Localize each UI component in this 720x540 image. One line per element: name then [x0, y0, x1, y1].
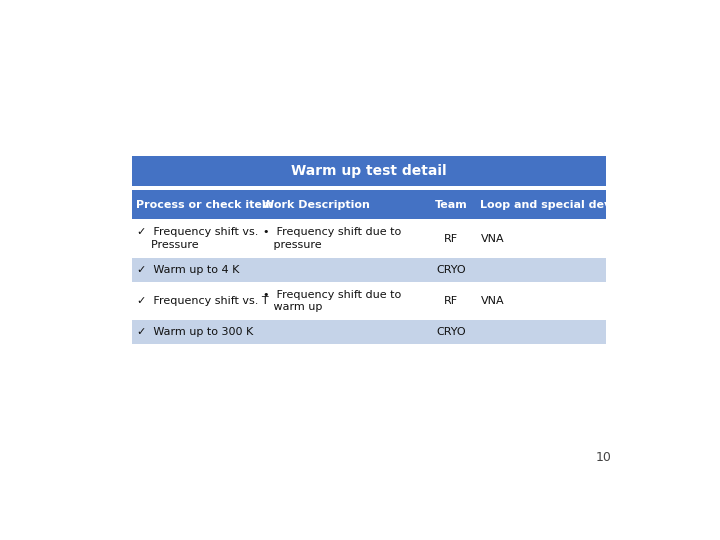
FancyBboxPatch shape: [132, 190, 258, 219]
FancyBboxPatch shape: [426, 282, 476, 320]
FancyBboxPatch shape: [476, 320, 606, 344]
FancyBboxPatch shape: [426, 320, 476, 344]
Text: •  Frequency shift due to
   warm up: • Frequency shift due to warm up: [263, 290, 401, 312]
Text: CRYO: CRYO: [436, 327, 466, 337]
FancyBboxPatch shape: [258, 282, 426, 320]
FancyBboxPatch shape: [426, 190, 476, 219]
Text: VNA: VNA: [481, 234, 505, 244]
FancyBboxPatch shape: [426, 258, 476, 282]
Text: RF: RF: [444, 296, 458, 306]
FancyBboxPatch shape: [476, 190, 606, 219]
FancyBboxPatch shape: [132, 156, 606, 186]
FancyBboxPatch shape: [258, 219, 426, 258]
Text: Team: Team: [434, 199, 467, 210]
FancyBboxPatch shape: [132, 258, 258, 282]
Text: Loop and special device: Loop and special device: [480, 199, 629, 210]
FancyBboxPatch shape: [476, 258, 606, 282]
FancyBboxPatch shape: [426, 219, 476, 258]
FancyBboxPatch shape: [258, 320, 426, 344]
Text: Warm up test detail: Warm up test detail: [291, 164, 447, 178]
FancyBboxPatch shape: [476, 282, 606, 320]
FancyBboxPatch shape: [132, 320, 258, 344]
FancyBboxPatch shape: [258, 258, 426, 282]
Text: RF: RF: [444, 234, 458, 244]
FancyBboxPatch shape: [132, 219, 258, 258]
Text: ✓  Frequency shift vs.
    Pressure: ✓ Frequency shift vs. Pressure: [138, 227, 258, 250]
Text: Work Description: Work Description: [262, 199, 370, 210]
Text: CRYO: CRYO: [436, 265, 466, 275]
FancyBboxPatch shape: [132, 282, 258, 320]
Text: VNA: VNA: [481, 296, 505, 306]
Text: ✓  Warm up to 4 K: ✓ Warm up to 4 K: [138, 265, 240, 275]
Text: •  Frequency shift due to
   pressure: • Frequency shift due to pressure: [263, 227, 401, 250]
FancyBboxPatch shape: [476, 219, 606, 258]
Text: 10: 10: [596, 451, 612, 464]
Text: ✓  Warm up to 300 K: ✓ Warm up to 300 K: [138, 327, 253, 337]
Text: Process or check item: Process or check item: [136, 199, 274, 210]
FancyBboxPatch shape: [258, 190, 426, 219]
Text: ✓  Frequency shift vs. T: ✓ Frequency shift vs. T: [138, 296, 269, 306]
